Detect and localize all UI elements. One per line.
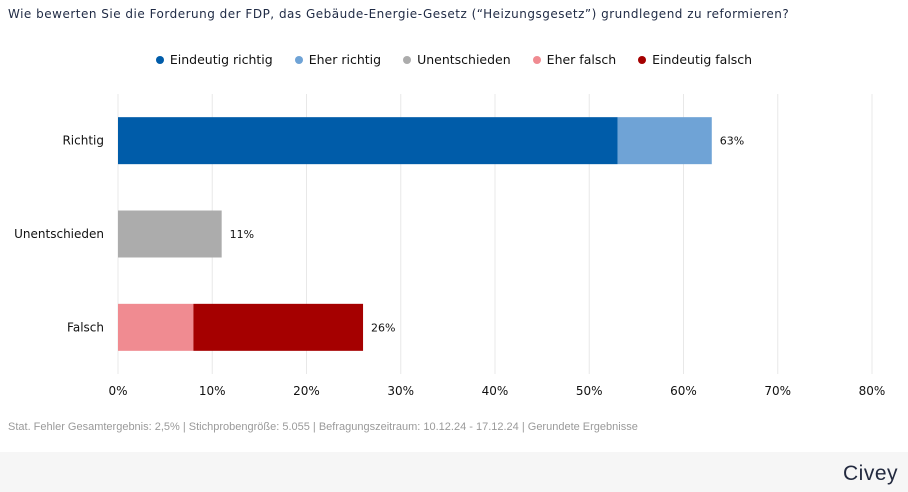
x-tick-label: 0% [108, 384, 127, 398]
brand-logo: Civey [842, 462, 898, 485]
footer-band: Civey [0, 452, 908, 492]
legend-item: Unentschieden [403, 52, 511, 67]
x-tick-label: 60% [670, 384, 697, 398]
x-tick-label: 70% [764, 384, 791, 398]
legend-label: Eindeutig richtig [169, 52, 273, 67]
category-label: Falsch [67, 320, 104, 334]
legend-swatch [403, 55, 412, 64]
x-tick-label: 30% [387, 384, 414, 398]
legend-swatch [155, 55, 164, 64]
legend-swatch [532, 55, 541, 64]
legend-label: Eher falsch [546, 52, 617, 67]
chart-title: Wie bewerten Sie die Forderung der FDP, … [8, 7, 790, 21]
bar-segment [193, 303, 364, 351]
bar-total-label: 63% [720, 135, 744, 148]
legend-label: Eindeutig falsch [652, 52, 753, 67]
bar-segment [118, 117, 618, 165]
legend-swatch [638, 55, 647, 64]
legend-item: Eher richtig [294, 52, 382, 67]
bar-segment [118, 210, 222, 258]
bar-chart: 0% 10% 20% 30% 40% 50% 60% 70% 80% Richtig 63% Unen… [14, 94, 886, 398]
x-tick-label: 10% [199, 384, 226, 398]
x-tick-label: 20% [293, 384, 320, 398]
bar-total-label: 11% [230, 228, 254, 241]
category-label: Richtig [62, 134, 104, 148]
legend-label: Unentschieden [417, 52, 511, 67]
x-tick-label: 50% [576, 384, 603, 398]
legend-item: Eindeutig richtig [155, 52, 273, 67]
category-label: Unentschieden [14, 227, 104, 241]
chart-legend: Eindeutig richtig Eher richtig Unentschied… [0, 52, 908, 67]
legend-label: Eher richtig [308, 52, 382, 67]
x-tick-label: 40% [482, 384, 509, 398]
bar-segment [617, 117, 712, 165]
bar-total-label: 26% [371, 321, 395, 334]
legend-swatch [294, 55, 303, 64]
footer-note: Stat. Fehler Gesamtergebnis: 2,5% | Stic… [8, 421, 638, 433]
legend-item: Eindeutig falsch [638, 52, 752, 67]
x-tick-label: 80% [859, 384, 886, 398]
bar-segment [118, 303, 194, 351]
legend-item: Eher falsch [532, 52, 617, 67]
